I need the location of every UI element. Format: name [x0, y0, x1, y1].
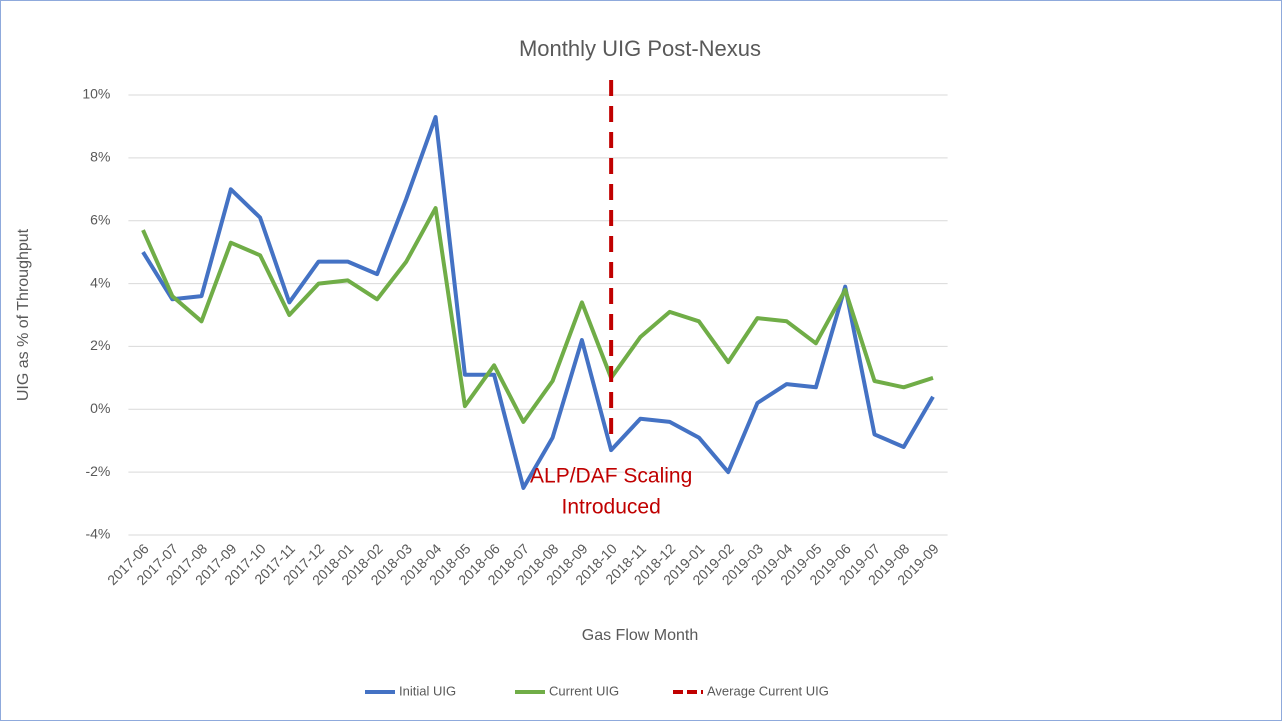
annotation: Introduced	[562, 496, 661, 519]
y-tick-label: 8%	[90, 149, 110, 165]
legend-label: Current UIG	[549, 683, 619, 698]
x-axis-title: Gas Flow Month	[582, 627, 698, 644]
y-tick-label: 2%	[90, 337, 110, 353]
series-line	[141, 115, 935, 490]
legend-label: Initial UIG	[399, 683, 456, 698]
chart-title: Monthly UIG Post-Nexus	[519, 36, 761, 61]
y-tick-label: 0%	[90, 400, 110, 416]
y-tick-label: 4%	[90, 274, 110, 290]
annotation: ALP/DAF Scaling	[530, 465, 692, 488]
y-tick-label: -4%	[85, 526, 110, 542]
y-axis-title: UIG as % of Throughput	[15, 228, 32, 401]
y-tick-label: -2%	[85, 463, 110, 479]
y-tick-label: 6%	[90, 211, 110, 227]
legend-label: Average Current UIG	[707, 683, 829, 698]
series-line	[141, 206, 934, 424]
y-tick-label: 10%	[82, 86, 110, 102]
